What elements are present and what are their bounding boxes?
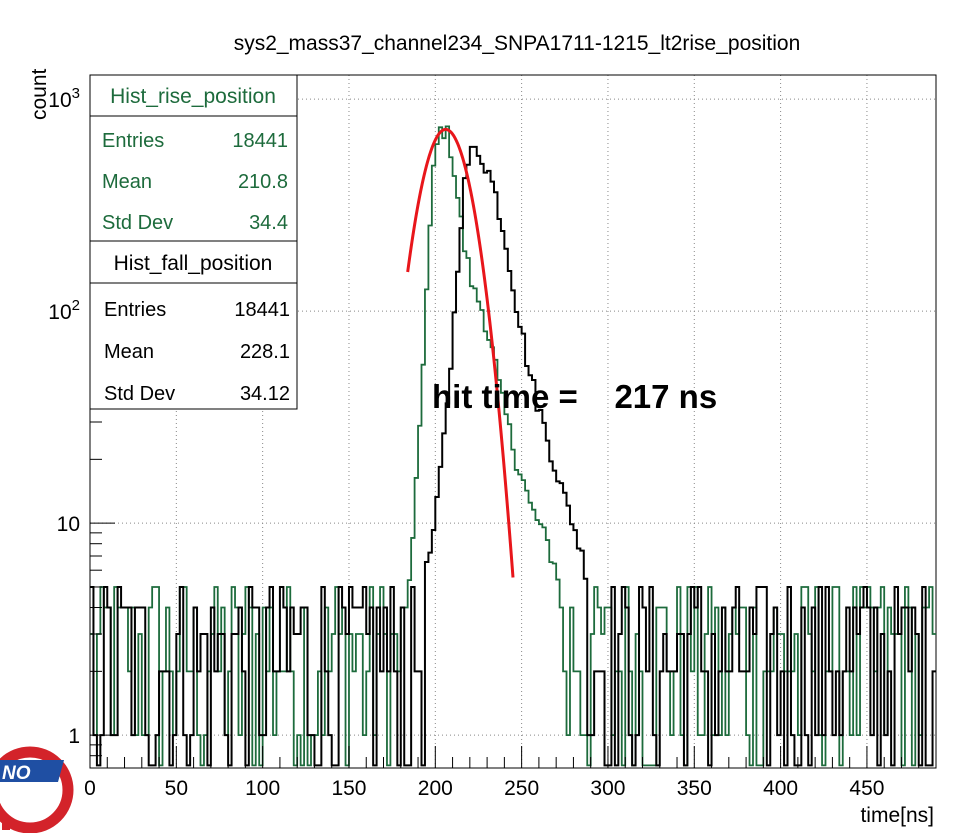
x-tick-label: 100	[245, 777, 280, 800]
y-axis-label: count	[28, 68, 51, 120]
stats-rise-mean-value: 210.8	[238, 171, 288, 193]
plot-frame	[89, 74, 937, 769]
stats-rise-stddev-label: Std Dev	[102, 212, 173, 234]
y-tick-label: 102	[48, 297, 80, 324]
series-gaussian-fit	[406, 127, 515, 578]
x-tick-label: 0	[84, 777, 96, 800]
stats-box-rise-title: Hist_rise_position	[110, 85, 276, 108]
x-tick-label: 300	[590, 777, 625, 800]
y-tick-label: 1	[68, 725, 80, 748]
stats-fall-mean-label: Mean	[104, 341, 154, 363]
stats-rise-entries-label: Entries	[102, 130, 164, 152]
x-tick-label: 350	[677, 777, 712, 800]
stats-rise-entries-value: 18441	[232, 130, 288, 152]
svg-text:NO: NO	[2, 763, 31, 784]
y-tick-label: 103	[48, 85, 80, 112]
stats-fall-mean-value: 228.1	[240, 341, 290, 363]
x-tick-label: 200	[418, 777, 453, 800]
hit-time-annotation: hit time = 217 ns	[432, 378, 717, 415]
x-axis: 0 50 100 150 200 250 300 350 400 450	[84, 746, 920, 800]
x-tick-label: 400	[763, 777, 798, 800]
series-rise-position	[90, 125, 936, 767]
stats-rise-mean-label: Mean	[102, 171, 152, 193]
y-tick-label: 10	[57, 513, 80, 536]
institution-logo: NO	[0, 746, 74, 833]
x-tick-label: 50	[165, 777, 188, 800]
stats-box-fall: Hist_fall_position Entries 18441 Mean 22…	[89, 240, 298, 410]
stats-fall-stddev-label: Std Dev	[104, 383, 175, 405]
x-tick-label: 450	[849, 777, 884, 800]
stats-fall-stddev-value: 34.12	[240, 383, 290, 405]
x-tick-label: 150	[331, 777, 366, 800]
stats-box-rise: Hist_rise_position Entries 18441 Mean 21…	[89, 74, 298, 242]
series-fall-position	[90, 145, 936, 767]
stats-box-fall-title: Hist_fall_position	[114, 252, 273, 275]
stats-fall-entries-value: 18441	[234, 299, 290, 321]
chart-title: sys2_mass37_channel234_SNPA1711-1215_lt2…	[234, 32, 801, 55]
x-axis-label: time[ns]	[860, 804, 934, 827]
stats-rise-stddev-value: 34.4	[249, 212, 288, 234]
x-tick-label: 250	[504, 777, 539, 800]
stats-fall-entries-label: Entries	[104, 299, 166, 321]
